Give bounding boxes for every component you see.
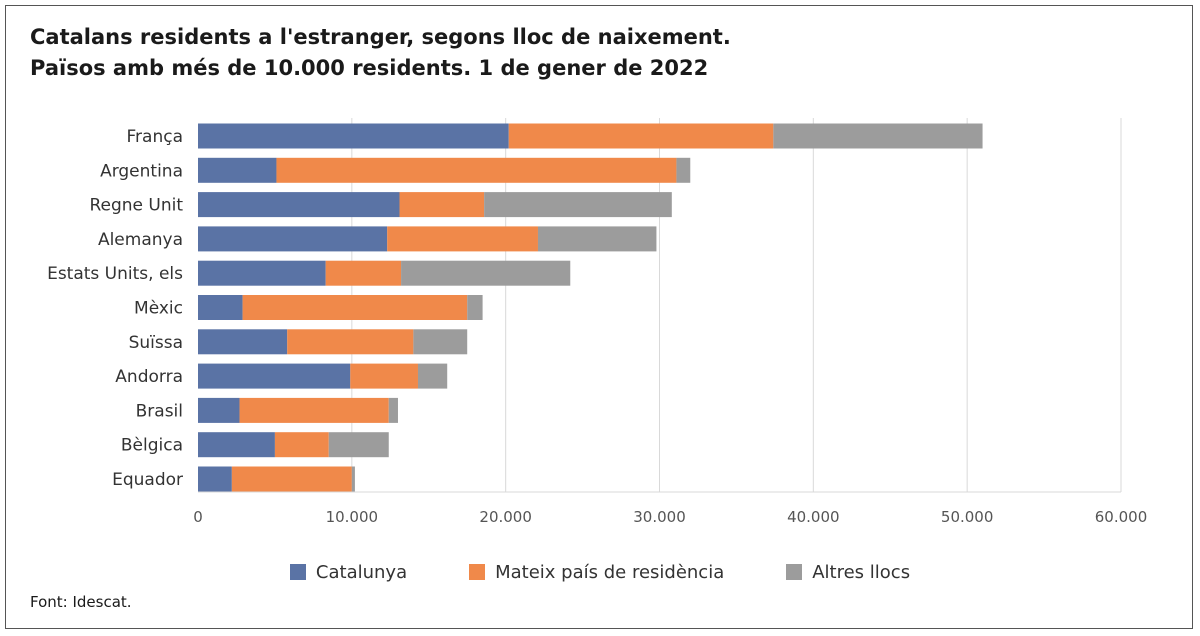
legend-swatch-mateix-pais [469, 564, 486, 580]
bar-suissa-altres-llocs [413, 329, 468, 355]
category-label-belgica: Bèlgica [121, 436, 183, 456]
chart-title: Catalans residents a l'estranger, segons… [30, 22, 731, 84]
bar-mexic-mateix-pais-de-residencia [242, 295, 468, 320]
source-note: Font: Idescat. [30, 593, 132, 611]
legend-label-mateix-pais: Mateix país de residència [495, 561, 725, 583]
bar-estats-units-els-mateix-pais-de-residencia [325, 260, 402, 286]
bars [198, 123, 983, 492]
x-tick-label-2: 20.000 [479, 508, 532, 526]
bar-brasil-mateix-pais-de-residencia [239, 397, 389, 423]
bar-alemanya-mateix-pais-de-residencia [387, 226, 538, 252]
bar-belgica-altres-llocs [328, 432, 389, 458]
bar-belgica-mateix-pais-de-residencia [274, 432, 329, 458]
bar-andorra-catalunya [198, 363, 351, 389]
legend-item-catalunya: Catalunya [289, 561, 408, 583]
bar-brasil-altres-llocs [388, 397, 398, 423]
bar-franca-catalunya [198, 123, 509, 149]
legend-label-altres-llocs: Altres llocs [812, 561, 911, 583]
bar-belgica-catalunya [198, 432, 275, 458]
category-label-alemanya: Alemanya [98, 230, 183, 250]
x-axis-ticks: 0 10.000 20.000 30.000 40.000 50.000 60.000 [193, 508, 1147, 526]
x-tick-label-1: 10.000 [326, 508, 379, 526]
chart-title-line-1: Catalans residents a l'estranger, segons… [30, 25, 731, 49]
bar-estats-units-els-catalunya [198, 260, 326, 286]
category-label-equador: Equador [112, 470, 183, 490]
category-label-andorra: Andorra [115, 367, 183, 387]
x-tick-label-4: 40.000 [787, 508, 840, 526]
bar-argentina-mateix-pais-de-residencia [276, 157, 677, 183]
bar-argentina-catalunya [198, 157, 277, 183]
category-labels: França Argentina Regne Unit Alemanya Estats … [47, 127, 183, 490]
legend-item-altres-llocs: Altres llocs [786, 562, 910, 583]
category-label-franca: França [127, 127, 184, 147]
legend-swatch-altres-llocs [786, 564, 803, 580]
x-tick-label-3: 30.000 [633, 508, 686, 526]
x-tick-label-0: 0 [193, 508, 203, 526]
bar-alemanya-catalunya [198, 226, 388, 252]
category-label-mexic: Mèxic [134, 299, 183, 319]
bar-andorra-altres-llocs [417, 363, 448, 389]
bar-regne-unit-mateix-pais-de-residencia [399, 192, 485, 218]
bar-equador-catalunya [198, 466, 232, 492]
x-tick-label-6: 60.000 [1095, 508, 1148, 526]
bar-alemanya-altres-llocs [537, 226, 657, 252]
legend-item-mateix-pais: Mateix país de residència [469, 562, 724, 583]
category-label-brasil: Brasil [136, 401, 183, 421]
category-label-argentina: Argentina [100, 161, 183, 181]
bar-franca-altres-llocs [773, 123, 983, 149]
bar-equador-mateix-pais-de-residencia [231, 466, 352, 492]
category-label-estats-units-els: Estats Units, els [47, 264, 183, 284]
legend-swatch-catalunya [289, 564, 306, 580]
bar-mexic-altres-llocs [467, 295, 483, 320]
bar-suissa-catalunya [198, 329, 288, 355]
bar-regne-unit-catalunya [198, 192, 400, 218]
bar-regne-unit-altres-llocs [484, 192, 672, 218]
bar-andorra-mateix-pais-de-residencia [350, 363, 418, 389]
bar-estats-units-els-altres-llocs [401, 260, 571, 286]
bar-suissa-mateix-pais-de-residencia [287, 329, 414, 355]
bar-argentina-altres-llocs [676, 157, 691, 183]
category-label-suissa: Suïssa [129, 333, 183, 353]
legend-label-catalunya: Catalunya [315, 561, 408, 583]
chart-title-line-2: Països amb més de 10.000 residents. 1 de… [30, 56, 709, 80]
bar-franca-mateix-pais-de-residencia [508, 123, 774, 149]
x-tick-label-5: 50.000 [941, 508, 994, 526]
bar-equador-altres-llocs [351, 466, 355, 492]
bar-brasil-catalunya [198, 397, 240, 423]
bar-mexic-catalunya [198, 295, 243, 320]
legend: Catalunya Mateix país de residència Altr… [0, 559, 1200, 585]
category-label-regne-unit: Regne Unit [89, 196, 183, 216]
